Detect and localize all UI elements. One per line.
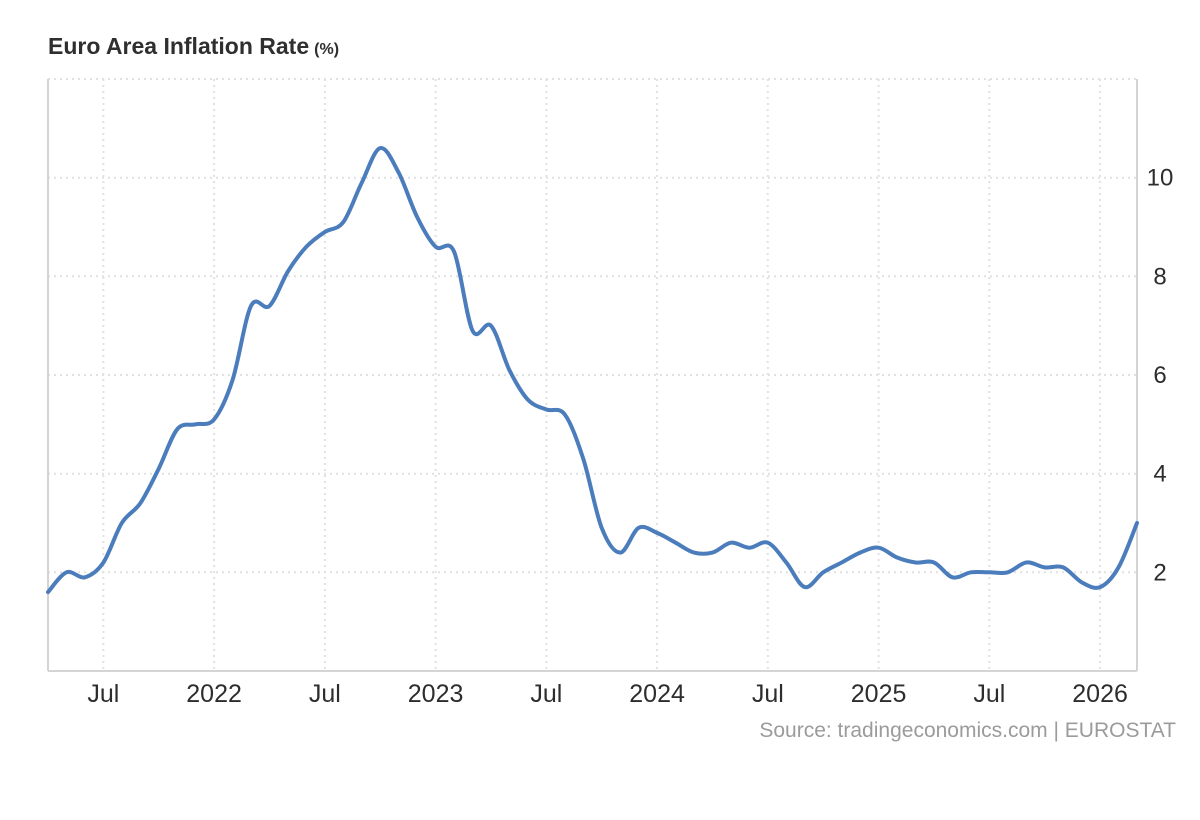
y-axis-label: 8: [1153, 263, 1166, 290]
x-axis-label: Jul: [752, 680, 784, 708]
x-axis-label: 2025: [851, 680, 907, 708]
x-axis-label: Jul: [973, 680, 1005, 708]
x-axis-label: 2022: [186, 680, 242, 708]
chart-title-text: Euro Area Inflation Rate: [48, 33, 310, 59]
inflation-series-line: [46, 146, 1139, 595]
y-axis-label: 6: [1153, 362, 1166, 389]
chart-title-unit: (%): [314, 41, 340, 58]
y-axis-label: 10: [1147, 165, 1174, 192]
chart-title: Euro Area Inflation Rate (%): [48, 33, 339, 60]
y-axis-label: 4: [1153, 461, 1166, 488]
x-axis-label: 2024: [629, 680, 685, 708]
x-axis-label: 2026: [1072, 680, 1128, 708]
x-axis-label: Jul: [87, 680, 119, 708]
x-axis-label: 2023: [408, 680, 464, 708]
y-axis-label: 2: [1153, 559, 1166, 586]
source-caption: Source: tradingeconomics.com | EUROSTAT: [759, 719, 1176, 742]
x-axis-label: Jul: [530, 680, 562, 708]
x-axis-label: Jul: [309, 680, 341, 708]
